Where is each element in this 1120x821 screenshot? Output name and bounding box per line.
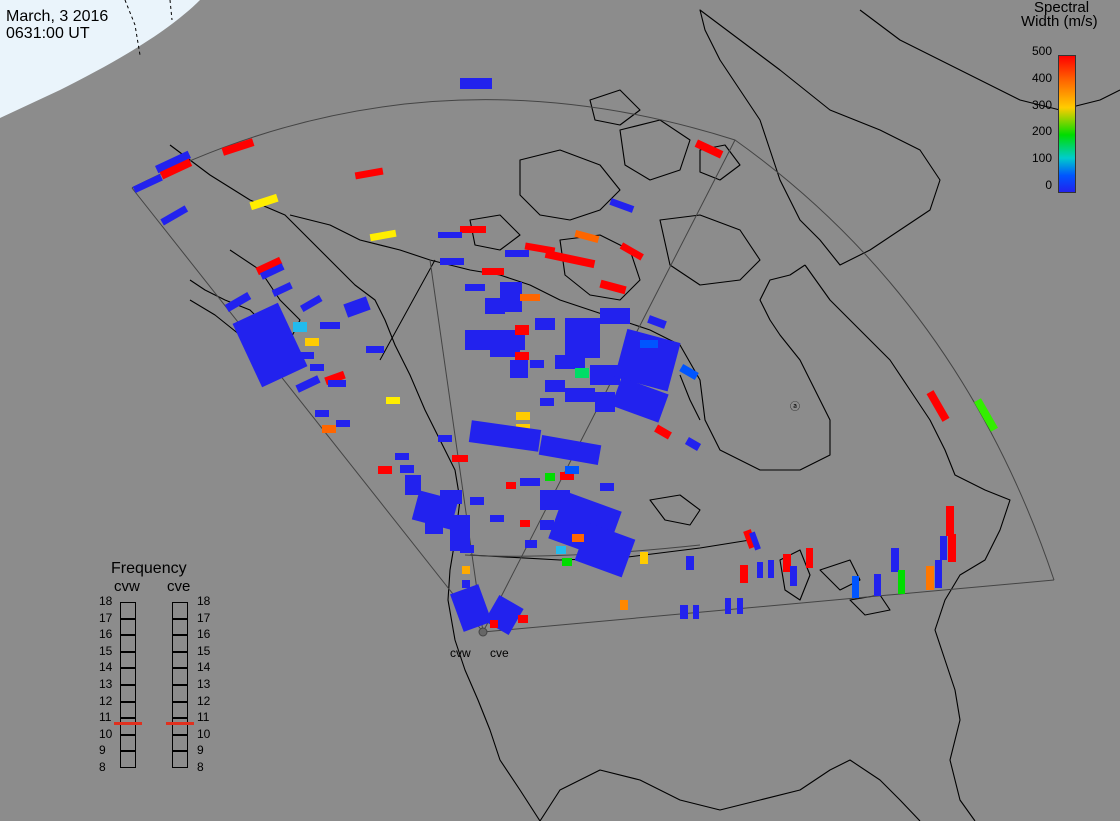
freq-scale-cell (120, 718, 136, 735)
freq-scale-label-right: 13 (197, 677, 211, 691)
frequency-title: Frequency (111, 560, 187, 577)
freq-scale-cell (120, 635, 136, 652)
scan-time: 0631:00 UT (6, 25, 90, 42)
terminator-line (124, 0, 141, 56)
radar-label-cvw: cvw (114, 578, 140, 595)
freq-scale-cell (172, 701, 188, 719)
freq-scale-label-left: 10 (99, 726, 113, 741)
freq-scale-label-right: 18 (197, 594, 211, 608)
freq-scale-cell (172, 685, 188, 702)
freq-scale-label-left: 13 (99, 677, 113, 691)
freq-scale-cell (120, 651, 136, 669)
freq-scale-label-right: 11 (197, 710, 210, 725)
freq-scale-label-right: 14 (197, 660, 211, 675)
freq-scale-label-left: 18 (99, 594, 113, 608)
freq-scale-cell (172, 751, 188, 768)
freq-scale-label-left: 17 (99, 610, 113, 625)
freq-scale-cell (120, 685, 136, 702)
colorbar-tick-label: 100 (1031, 151, 1052, 166)
freq-scale-label-right: 12 (197, 693, 211, 708)
freq-scale-cell (172, 734, 188, 752)
freq-marker-cve (166, 722, 194, 726)
radar-label-cve: cve (167, 578, 191, 595)
freq-scale-label-right: 10 (197, 726, 211, 741)
radar-site-marker (478, 627, 488, 637)
echo-cells (132, 78, 998, 635)
freq-scale-cell (120, 668, 136, 685)
radar-fov (131, 99, 1055, 633)
freq-scale-label-left: 8 (99, 760, 106, 774)
colorbar-tick-label: 300 (1031, 97, 1052, 112)
freq-scale-label-right: 15 (197, 643, 211, 658)
site-label-cvw: cvw (450, 646, 471, 660)
freq-marker-cvw (114, 722, 142, 726)
freq-scale-cell (120, 734, 136, 752)
daylight-region (0, 0, 200, 118)
freq-scale-cell (172, 718, 188, 735)
colorbar-gradient (1058, 55, 1076, 193)
freq-scale-cell (172, 651, 188, 669)
freq-scale-cell (172, 635, 188, 652)
colorbar-tick-label: 500 (1031, 44, 1052, 58)
colorbar-title-1: Spectral (1034, 0, 1090, 16)
freq-scale-label-right: 17 (197, 610, 211, 625)
freq-scale-cell (120, 751, 136, 768)
freq-scale-cell (120, 618, 136, 636)
freq-scale-label-left: 11 (99, 710, 112, 725)
freq-scale-label-left: 15 (99, 643, 113, 658)
colorbar-tick-label: 0 (1045, 178, 1052, 192)
colorbar-tick-label: 400 (1031, 70, 1052, 85)
freq-scale-label-right: 9 (197, 743, 204, 758)
freq-scale-label-left: 16 (99, 627, 113, 642)
svg-text:ⓐ: ⓐ (790, 401, 800, 413)
site-label-cve: cve (490, 646, 509, 660)
freq-scale-label-right: 16 (197, 627, 211, 642)
freq-scale-label-left: 14 (99, 660, 113, 675)
freq-scale-cell (120, 602, 136, 619)
freq-scale-cell (120, 701, 136, 719)
freq-scale-cell (172, 668, 188, 685)
freq-scale-cell (172, 618, 188, 636)
scan-date: March, 3 2016 (6, 8, 109, 25)
freq-scale-label-left: 9 (99, 743, 106, 758)
colorbar-title-2: Width (m/s) (1021, 13, 1098, 30)
freq-scale-label-right: 8 (197, 760, 204, 774)
colorbar-tick-label: 200 (1031, 124, 1052, 139)
freq-scale-cell (172, 602, 188, 619)
freq-scale-label-left: 12 (99, 693, 113, 708)
